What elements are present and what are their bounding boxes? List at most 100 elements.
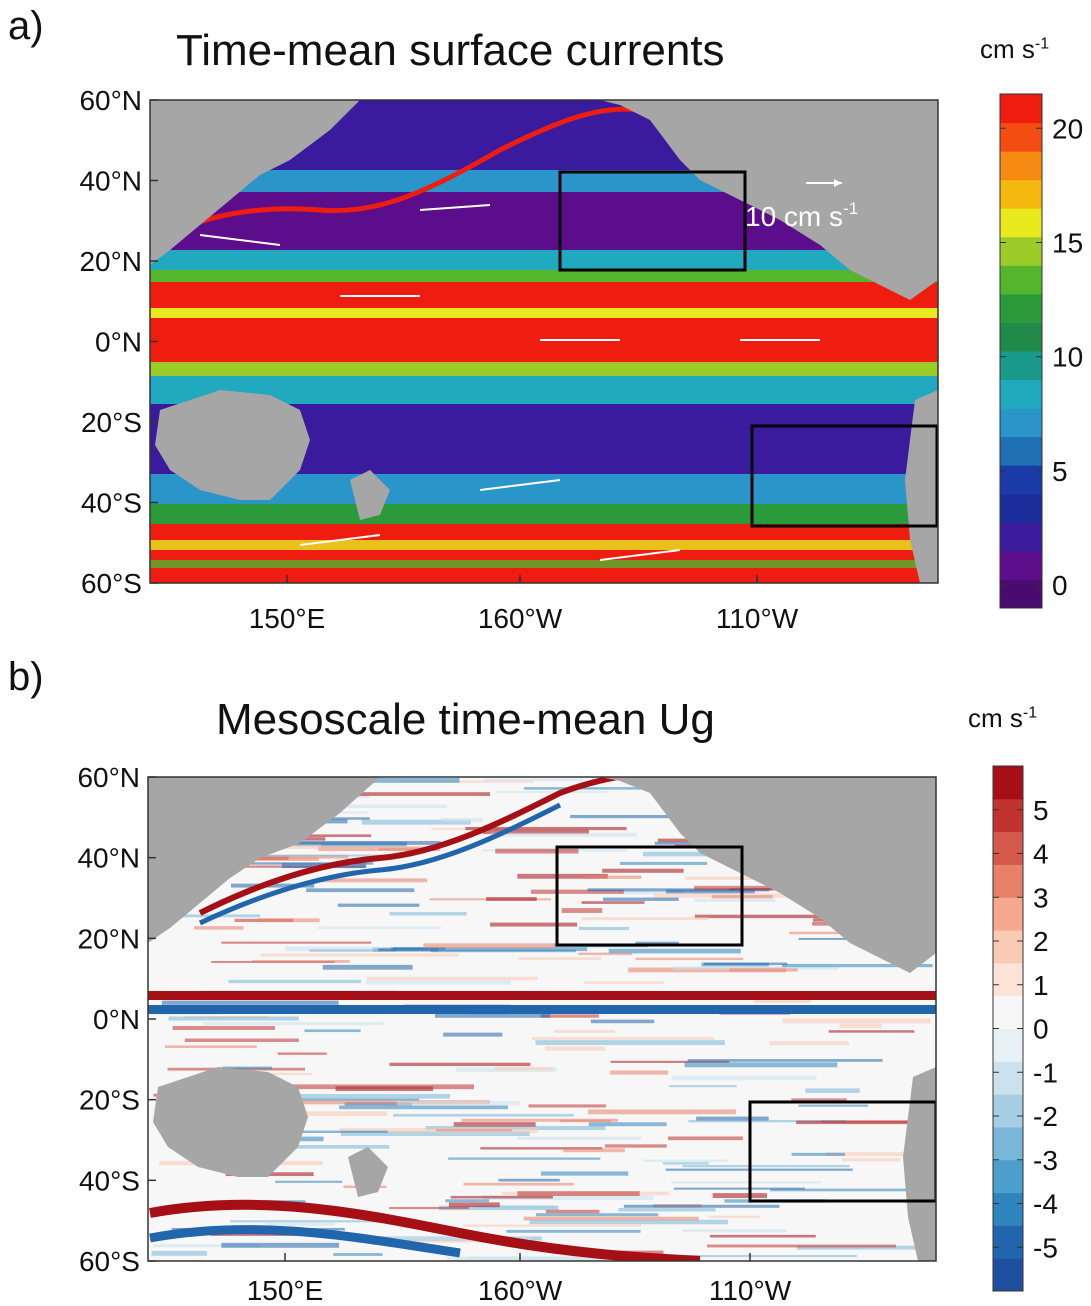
anomaly-stripe <box>671 1075 817 1081</box>
current-band <box>150 560 938 568</box>
anomaly-stripe <box>602 897 679 901</box>
y-tick-label: 60°S <box>81 568 142 599</box>
anomaly-stripe <box>570 814 745 819</box>
anomaly-stripe <box>327 804 448 809</box>
anomaly-stripe <box>322 964 413 970</box>
anomaly-stripe <box>495 848 579 854</box>
anomaly-stripe <box>670 1254 857 1258</box>
anomaly-stripe <box>333 1253 383 1256</box>
anomaly-stripe <box>535 1213 659 1217</box>
x-tick-label: 150°E <box>247 1275 324 1306</box>
colorbar-tick-label: 2 <box>1033 926 1049 957</box>
y-tick-label: 40°S <box>81 488 142 519</box>
study-box-south <box>748 1100 936 1203</box>
anomaly-stripe <box>399 780 534 783</box>
anomaly-stripe <box>528 1104 607 1108</box>
anomaly-stripe <box>581 901 645 904</box>
anomaly-stripe <box>436 1128 513 1132</box>
colorbar-tick-label: 20 <box>1052 113 1083 144</box>
x-tick-label: 160°W <box>478 1275 563 1306</box>
anomaly-stripe <box>262 844 321 850</box>
anomaly-stripe <box>619 861 708 865</box>
anomaly-stripe <box>498 1178 560 1182</box>
colorbar-segment <box>993 1258 1023 1292</box>
colorbar-segment <box>1000 579 1042 609</box>
y-tick-label: 20°N <box>77 923 140 954</box>
anomaly-stripe <box>828 1030 915 1033</box>
anomaly-stripe <box>707 1244 896 1248</box>
y-axis-a: 60°N 40°N 20°N 0°N 20°S 40°S 60°S <box>79 85 158 599</box>
quiver-scale-label: 10 cm s-1 <box>745 199 858 232</box>
anomaly-stripe <box>461 1118 619 1122</box>
anomaly-stripe <box>789 931 861 935</box>
anomaly-stripe <box>480 1147 603 1150</box>
colorbar-unit: cm s-1 <box>968 703 1037 734</box>
x-tick-label: 150°E <box>249 603 326 634</box>
panel-label: b) <box>8 655 44 699</box>
colorbar-segment <box>1000 94 1042 124</box>
anomaly-stripe <box>277 1052 327 1055</box>
australia-landmass <box>153 1067 308 1177</box>
anomaly-stripe <box>317 926 442 930</box>
acc-anomaly <box>149 1225 461 1258</box>
anomaly-stripe <box>265 1222 336 1226</box>
anomaly-stripe <box>694 914 841 919</box>
anomaly-stripe <box>453 1122 536 1127</box>
y-tick-label: 20°N <box>79 246 142 277</box>
new-zealand-landmass <box>348 1147 388 1197</box>
current-band <box>150 504 938 524</box>
anomaly-stripe <box>583 981 665 984</box>
anomaly-stripe <box>782 963 933 968</box>
acc-anomaly <box>149 1199 701 1261</box>
anomaly-stripe <box>544 1046 605 1051</box>
anomaly-stripe <box>506 1229 641 1233</box>
anomaly-stripe <box>279 1084 474 1090</box>
anomaly-stripe <box>285 946 379 952</box>
quiver-scale-arrowhead <box>834 179 842 187</box>
anomaly-stripe <box>161 1000 339 1005</box>
anomaly-stripe <box>230 1220 384 1223</box>
kuroshio-anomaly <box>198 802 562 926</box>
y-tick-label: 0°N <box>93 1004 140 1035</box>
y-tick-label: 40°N <box>79 166 142 197</box>
anomaly-stripe <box>490 922 578 927</box>
colorbar-tick-label: 0 <box>1052 570 1068 601</box>
colorbar-tick-label: -2 <box>1033 1101 1058 1132</box>
current-band <box>150 250 938 270</box>
anomaly-stripe <box>320 878 428 883</box>
colorbar-unit-text: cm s <box>968 703 1023 733</box>
anomaly-stripe <box>604 1144 667 1148</box>
current-band <box>150 524 938 583</box>
map-plot-b <box>148 777 936 1261</box>
colorbar-tick-label: -4 <box>1033 1189 1058 1220</box>
anomaly-stripe <box>440 817 483 823</box>
anomaly-stripe <box>214 855 349 859</box>
anomaly-stripe <box>610 1070 669 1075</box>
anomaly-stripe <box>602 868 684 873</box>
current-band <box>150 308 938 318</box>
anomaly-stripe <box>662 1162 709 1165</box>
anomaly-stripe <box>389 1062 531 1067</box>
anomaly-stripe <box>252 960 350 963</box>
colorbar-segment <box>1000 122 1042 152</box>
anomaly-stripe <box>517 1191 640 1196</box>
anomaly-stripe <box>389 912 467 916</box>
anomaly-stripe <box>667 1136 743 1141</box>
anomaly-stripe <box>796 1245 936 1250</box>
anomaly-stripe <box>578 926 629 931</box>
anomaly-stripe <box>369 777 460 783</box>
colorbar-segment <box>1000 265 1042 295</box>
colorbar-segment <box>1000 293 1042 323</box>
colorbar-tick-label: 1 <box>1033 970 1049 1001</box>
anomaly-stripe <box>753 999 812 1004</box>
north-america-landmass <box>600 100 938 300</box>
anomaly-stripe <box>825 1152 936 1157</box>
anomaly-stripe <box>545 1209 600 1214</box>
south-america-landmass <box>903 1067 936 1261</box>
colorbar-tick-label: 10 <box>1052 342 1083 373</box>
study-box-north <box>555 845 744 947</box>
anomaly-stripe <box>448 1202 500 1208</box>
colorbar-segment <box>993 962 1023 997</box>
anomaly-stripe <box>221 1242 339 1248</box>
colorbar-segment <box>993 1159 1023 1194</box>
